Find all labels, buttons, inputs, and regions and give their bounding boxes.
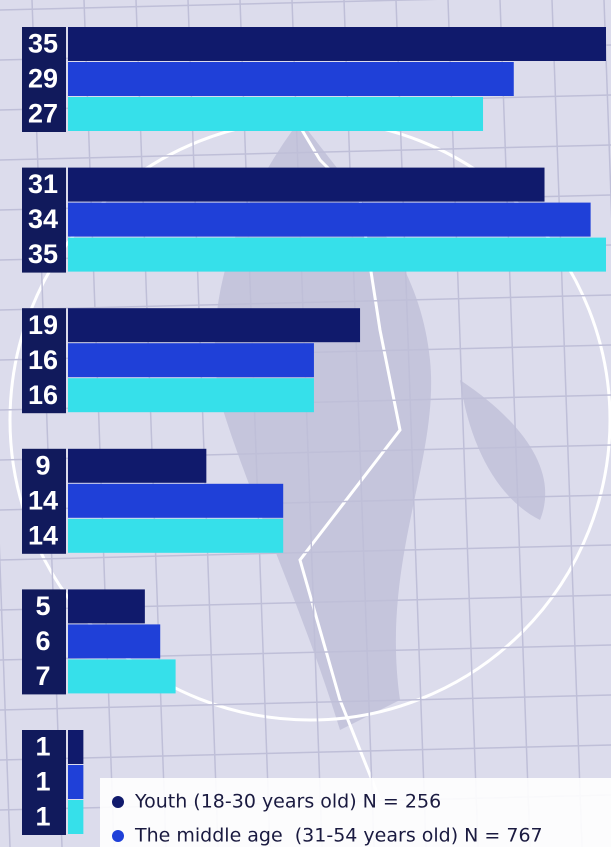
label-box — [22, 27, 66, 132]
value-label: 29 — [28, 64, 58, 94]
map-grid — [343, 0, 375, 847]
map-grid — [0, 694, 611, 711]
map-grid — [0, 0, 438, 11]
value-label: 34 — [28, 204, 58, 234]
label-box — [22, 730, 66, 835]
value-label: 1 — [35, 767, 50, 797]
value-label: 1 — [35, 732, 50, 762]
bar — [68, 624, 161, 659]
bar — [68, 730, 84, 764]
bar — [68, 800, 84, 834]
bar — [68, 62, 514, 96]
map-grid — [0, 144, 611, 161]
bar — [68, 27, 606, 61]
map-grid — [187, 0, 219, 847]
bar — [68, 97, 484, 131]
legend: Youth (18-30 years old) N = 256 The middl… — [100, 778, 611, 847]
map-grid — [499, 0, 531, 847]
label-box — [22, 167, 66, 273]
bar — [68, 483, 284, 518]
bar — [68, 378, 314, 413]
map-grid — [291, 0, 323, 847]
bar — [68, 448, 207, 483]
legend-marker — [112, 830, 124, 842]
value-label: 16 — [28, 380, 58, 410]
legend-label: Youth (18-30 years old) N = 256 — [134, 791, 441, 813]
map-grid — [395, 0, 427, 847]
value-label: 14 — [28, 520, 58, 550]
map-grid — [0, 294, 611, 311]
map-grid — [0, 544, 611, 561]
bar — [68, 343, 314, 378]
bar — [68, 167, 545, 202]
bar — [68, 518, 284, 553]
value-label: 6 — [35, 626, 50, 656]
value-label: 1 — [35, 802, 50, 832]
value-label: 7 — [35, 661, 50, 691]
value-label: 9 — [35, 450, 50, 480]
legend-marker — [112, 796, 124, 808]
map-grid — [551, 0, 583, 847]
bar — [68, 589, 145, 624]
map-grid — [239, 0, 271, 847]
legend-label: The middle age (31-54 years old) N = 767 — [134, 825, 543, 847]
map-grid — [83, 0, 115, 847]
map-grid — [0, 543, 11, 847]
label-box — [22, 589, 66, 695]
map-grid — [447, 0, 479, 847]
map-grid — [603, 0, 611, 219]
value-label: 35 — [28, 29, 58, 59]
value-label: 16 — [28, 345, 58, 375]
map-grid — [31, 0, 63, 847]
value-label: 14 — [28, 485, 58, 515]
bar — [68, 659, 176, 694]
bar — [68, 308, 361, 343]
bar — [68, 202, 591, 237]
value-label: 5 — [35, 591, 50, 621]
bar — [68, 237, 606, 272]
value-label: 27 — [28, 99, 58, 129]
value-label: 19 — [28, 310, 58, 340]
value-label: 35 — [28, 239, 58, 269]
map-grid — [0, 744, 611, 761]
label-box — [22, 308, 66, 414]
bar — [68, 765, 84, 799]
label-box — [22, 448, 66, 554]
value-label: 31 — [28, 169, 58, 199]
